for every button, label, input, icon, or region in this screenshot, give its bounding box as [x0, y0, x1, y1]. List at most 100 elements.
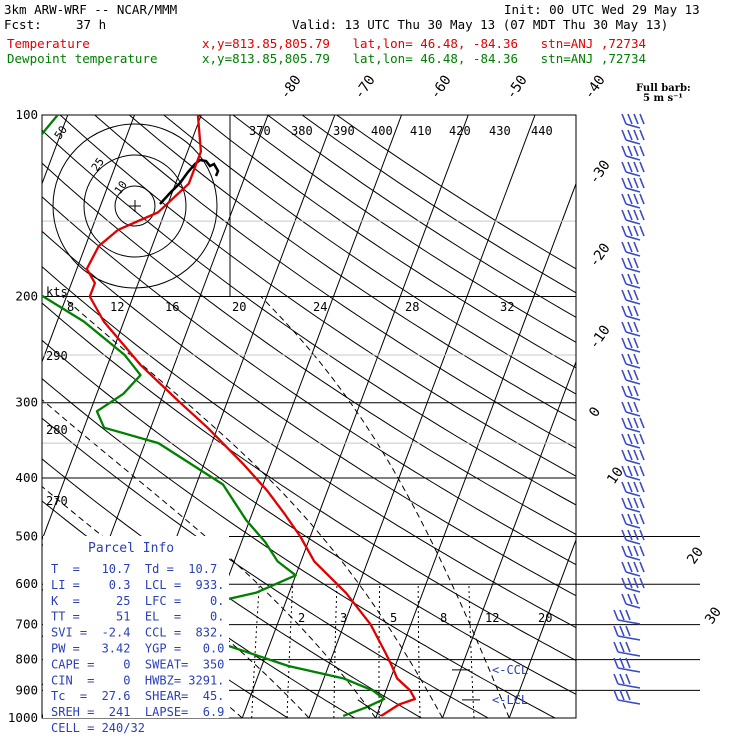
dry-adiabat [163, 115, 576, 395]
wind-barb-staff [625, 219, 641, 225]
parcel-path [357, 699, 382, 717]
dry-adiabat [59, 115, 576, 477]
wind-barb-feather [627, 529, 633, 541]
parcel-info-row: K = 25 LFC = 0. [51, 594, 224, 608]
wind-barb-staff [617, 699, 641, 705]
dry-adiabat [42, 302, 576, 662]
theta-tick-left: 270 [46, 494, 68, 508]
wind-barb-feather [613, 609, 619, 621]
isotherm-line [508, 538, 576, 718]
wind-barb-feather [627, 497, 633, 509]
wind-barb-feather [625, 625, 631, 637]
right-temperature-tick: 10 [604, 464, 627, 487]
dry-adiabat [42, 417, 490, 718]
wind-barb-feather [621, 577, 627, 589]
wind-barb-feather [621, 449, 627, 461]
barb-legend-title: Full barb: [636, 83, 691, 94]
wind-barb-feather [619, 609, 625, 621]
pressure-tick-label: 300 [15, 395, 38, 410]
wind-barb-feather [633, 529, 639, 541]
temperature-trace [85, 115, 417, 717]
wind-barb-feather [633, 385, 639, 397]
right-temperature-tick: -10 [586, 322, 614, 352]
wind-barb-staff [625, 587, 641, 593]
wind-barb-feather [621, 273, 627, 285]
wind-barb-feather [627, 225, 633, 237]
wind-barb-staff [625, 555, 641, 561]
level-markers: <-CCL <-LCL [452, 663, 528, 707]
parcel-info-row: SREH = 241 LAPSE= 6.9 [51, 705, 224, 719]
wind-barb-feather [621, 401, 627, 413]
wind-barb-feather [639, 513, 645, 525]
wind-barb-feather [627, 177, 633, 189]
dry-adiabat [94, 115, 576, 449]
wind-barb-feather [621, 289, 627, 301]
wind-barb-feather [621, 113, 627, 125]
wind-barb-staff [625, 539, 641, 545]
wind-barb-feather [633, 481, 639, 493]
pressure-tick-label: 1000 [8, 710, 38, 725]
wind-barb-feather [627, 241, 633, 253]
wind-barb-staff [625, 475, 641, 481]
wind-barb-staff [625, 267, 641, 273]
wind-barb-feather [621, 369, 627, 381]
wind-barb-feather [627, 193, 633, 205]
wind-barb-feather [633, 337, 639, 349]
theta-tick-top: 370 [249, 124, 271, 138]
wind-barb-feather [621, 321, 627, 333]
wind-barb-staff [625, 603, 641, 609]
wind-barb-staff [625, 315, 641, 321]
parcel-info-row: LI = 0.3 LCL = 933. [51, 578, 224, 592]
wind-barb-feather [639, 529, 645, 541]
wind-barb-feather [627, 209, 633, 221]
wind-barb-feather [625, 689, 631, 701]
top-temperature-tick: -50 [503, 72, 531, 102]
theta-tick-top: 390 [333, 124, 355, 138]
parcel-info-title: Parcel Info [88, 541, 174, 556]
wind-barb-feather [627, 561, 633, 573]
wind-barb-feather [633, 257, 639, 269]
hodograph-ring-25 [83, 154, 187, 258]
wind-barb-feather [621, 145, 627, 157]
parcel-info-panel: Parcel Info T = 10.7 Td = 10.7 LI = 0.3 LC… [43, 536, 229, 735]
wind-barb-staff [617, 651, 641, 657]
wind-barb-feather [613, 689, 619, 701]
legend-temperature-label: Temperature [7, 36, 90, 51]
wind-barb-feather [621, 337, 627, 349]
mixing-ratio-line [333, 584, 338, 718]
wind-barb-feather [621, 465, 627, 477]
wind-barb-feather [639, 193, 645, 205]
top-temperature-tick: -70 [351, 72, 379, 102]
hodo-speed-tick: 12 [110, 300, 124, 314]
temperature-station-info: x,y=813.85,805.79 lat,lon= 46.48, -84.36… [202, 36, 647, 51]
wind-barb-feather [633, 433, 639, 445]
hodo-speed-tick: 8 [67, 300, 74, 314]
right-temperature-tick: 20 [684, 544, 707, 567]
wind-barb-feather [621, 497, 627, 509]
right-temperature-tick: 30 [702, 604, 725, 627]
hodo-speed-tick: 16 [165, 300, 179, 314]
wind-barb-feather [621, 129, 627, 141]
dewpoint-trace [42, 115, 386, 717]
wind-barb-feather [639, 161, 645, 173]
wind-barb-staff [625, 523, 641, 529]
wind-barb-feather [627, 129, 633, 141]
dry-adiabat [128, 115, 576, 422]
wind-barb-feather [627, 353, 633, 365]
theta-tick-top: 440 [531, 124, 553, 138]
mixing-ratio-tick: 12 [485, 611, 499, 625]
wind-barb-feather [633, 465, 639, 477]
wind-barb-feather [633, 593, 639, 605]
wind-barb-feather [627, 449, 633, 461]
parcel-panel-background [43, 536, 229, 718]
wind-barb-feather [627, 465, 633, 477]
wind-barb-staff [625, 331, 641, 337]
wind-barb-staff [625, 203, 641, 209]
wind-barb-staff [625, 571, 641, 577]
wind-barb-feather [639, 465, 645, 477]
dry-adiabat [42, 162, 576, 535]
wind-barb-feather [619, 641, 625, 653]
hodo-speed-tick: 32 [500, 300, 514, 314]
dry-adiabat [42, 196, 576, 566]
isotherm-line [42, 115, 135, 364]
